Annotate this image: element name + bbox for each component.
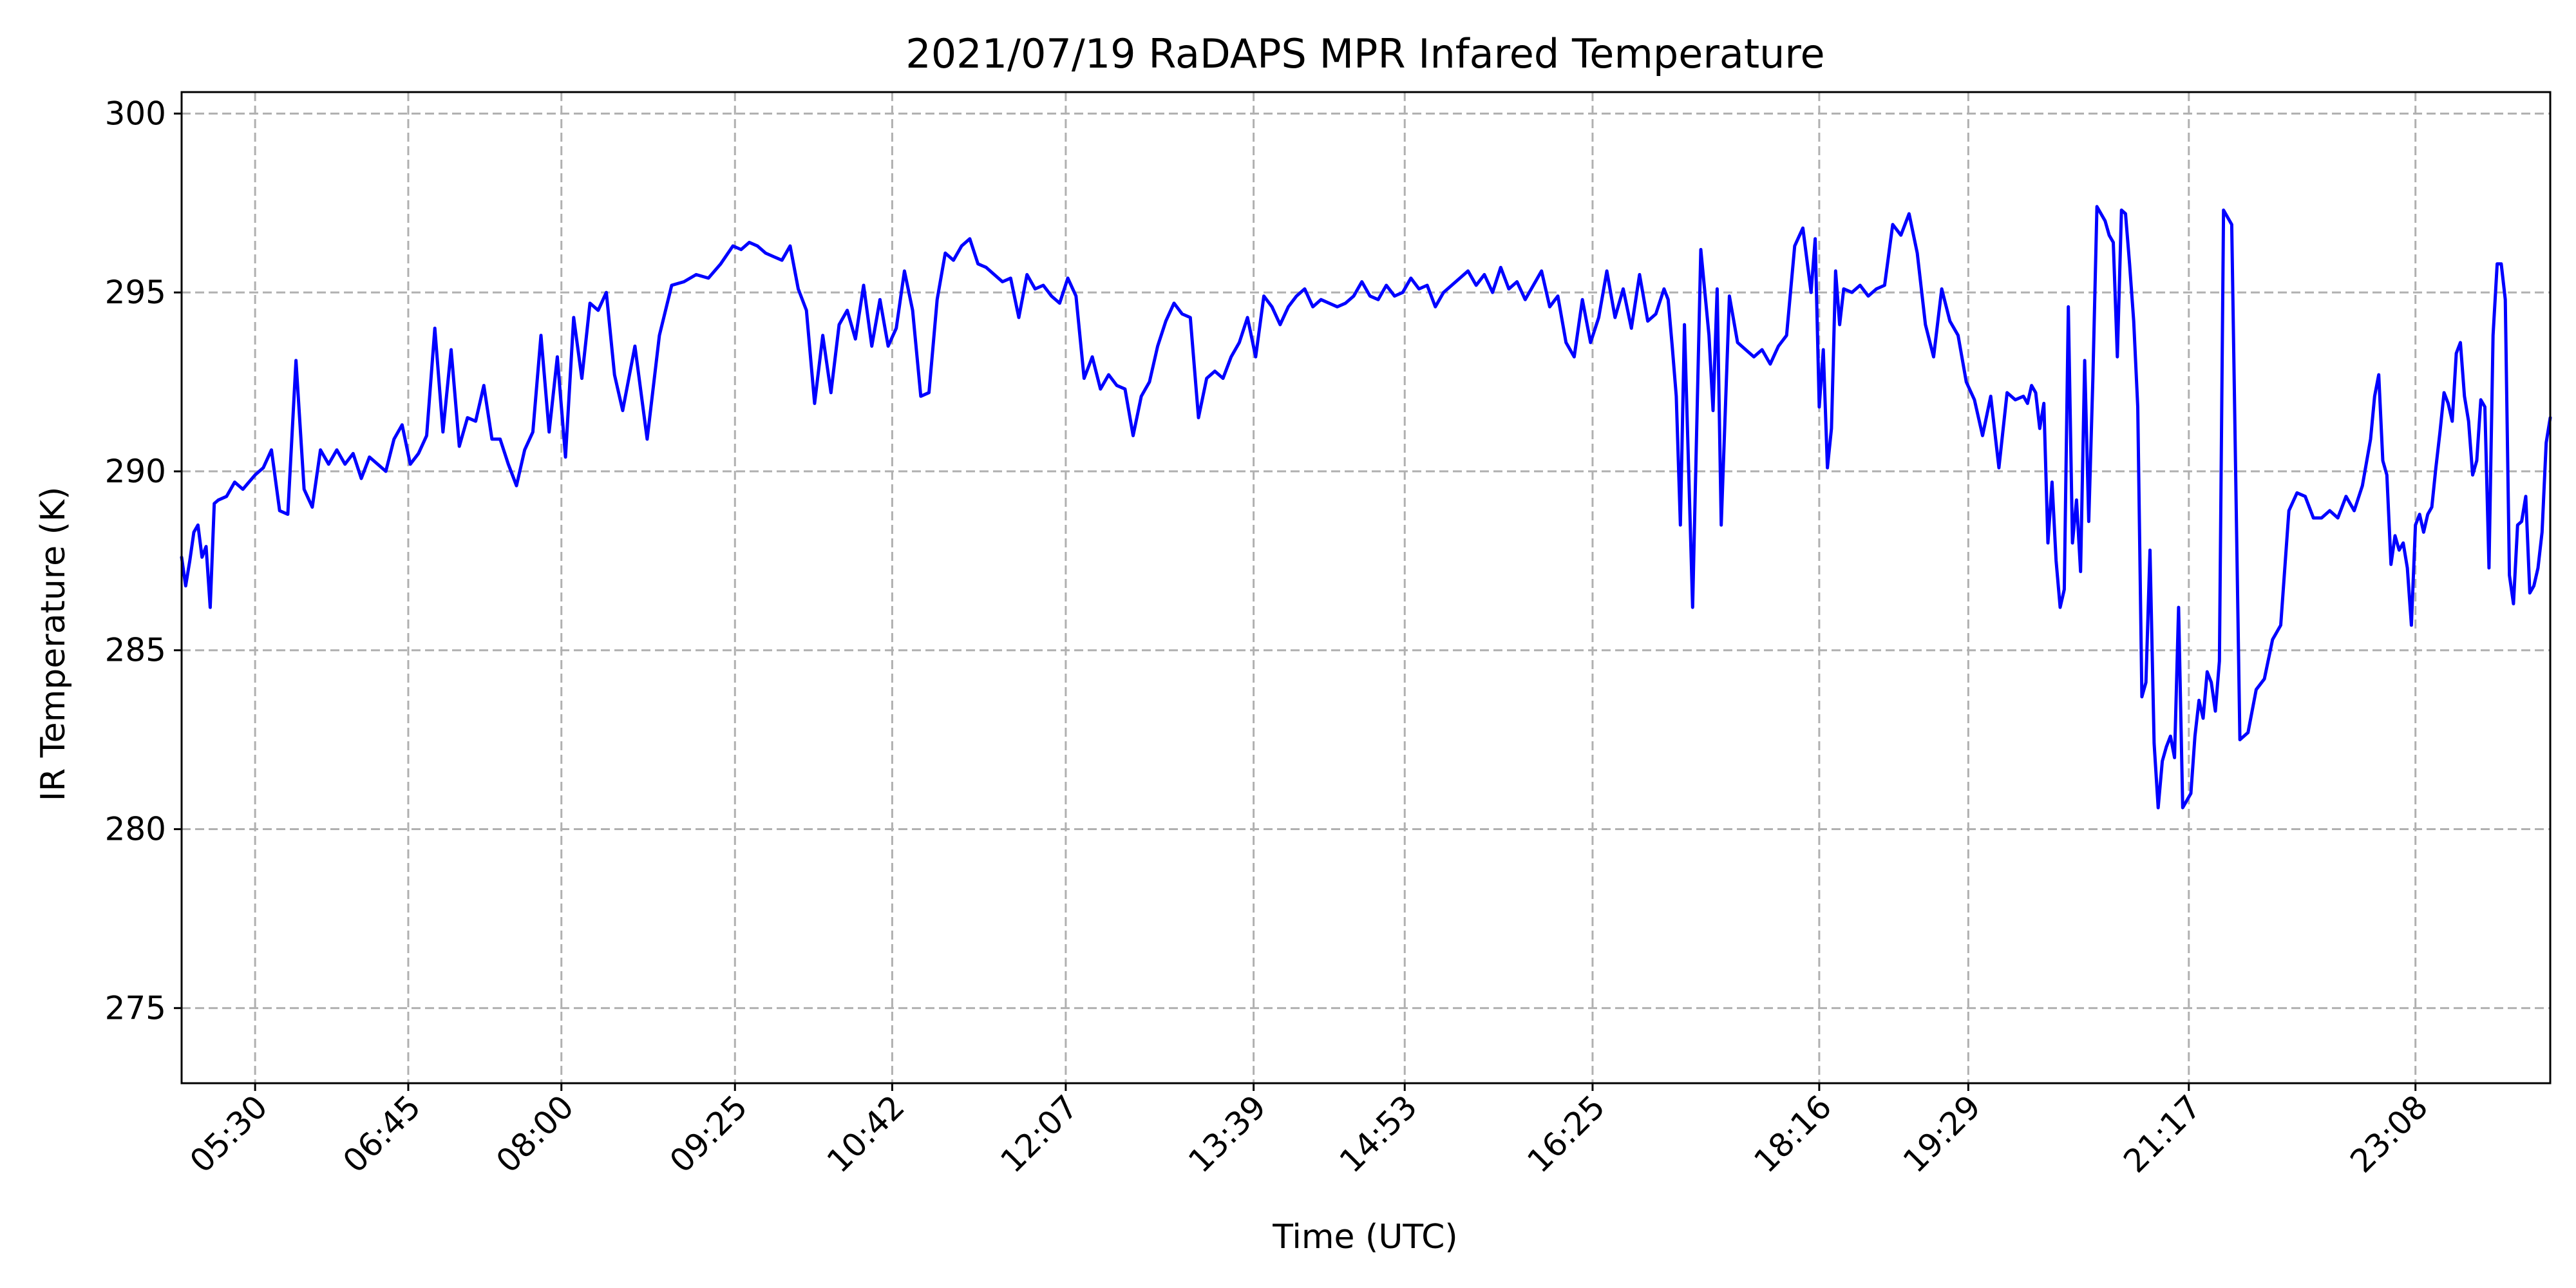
y-tick-label: 275	[105, 989, 166, 1027]
x-tick-label: 13:39	[1181, 1088, 1273, 1180]
series-line-0	[180, 205, 2552, 810]
y-axis-label: IR Temperature (K)	[34, 487, 73, 802]
x-tick-label: 09:25	[663, 1088, 755, 1180]
axis-ticks: 275 280 285 290 295 300 05:30 06:45 08:00 09:25 10…	[105, 95, 2436, 1180]
y-tick-label: 300	[105, 95, 166, 132]
chart-title: 2021/07/19 RaDAPS MPR Infared Temperatur…	[905, 30, 1824, 77]
x-tick-label: 14:53	[1332, 1088, 1425, 1180]
x-tick-label: 12:07	[993, 1088, 1085, 1180]
series-layer	[180, 205, 2552, 810]
x-tick-label: 05:30	[183, 1088, 275, 1180]
y-tick-label: 290	[105, 453, 166, 490]
x-tick-label: 19:29	[1896, 1088, 1988, 1180]
y-tick-label: 295	[105, 274, 166, 311]
x-tick-label: 16:25	[1520, 1088, 1613, 1180]
y-tick-label: 285	[105, 632, 166, 669]
x-tick-label: 18:16	[1747, 1088, 1839, 1180]
y-tick-label: 280	[105, 811, 166, 848]
x-tick-label: 10:42	[820, 1088, 912, 1180]
x-axis-label: Time (UTC)	[1272, 1218, 1457, 1256]
x-tick-label: 06:45	[336, 1088, 428, 1180]
plot-frame	[180, 91, 2552, 1084]
x-tick-label: 08:00	[489, 1088, 581, 1180]
x-tick-label: 21:17	[2116, 1088, 2208, 1180]
x-tick-label: 23:08	[2343, 1088, 2435, 1180]
grid-lines	[182, 92, 2550, 1083]
